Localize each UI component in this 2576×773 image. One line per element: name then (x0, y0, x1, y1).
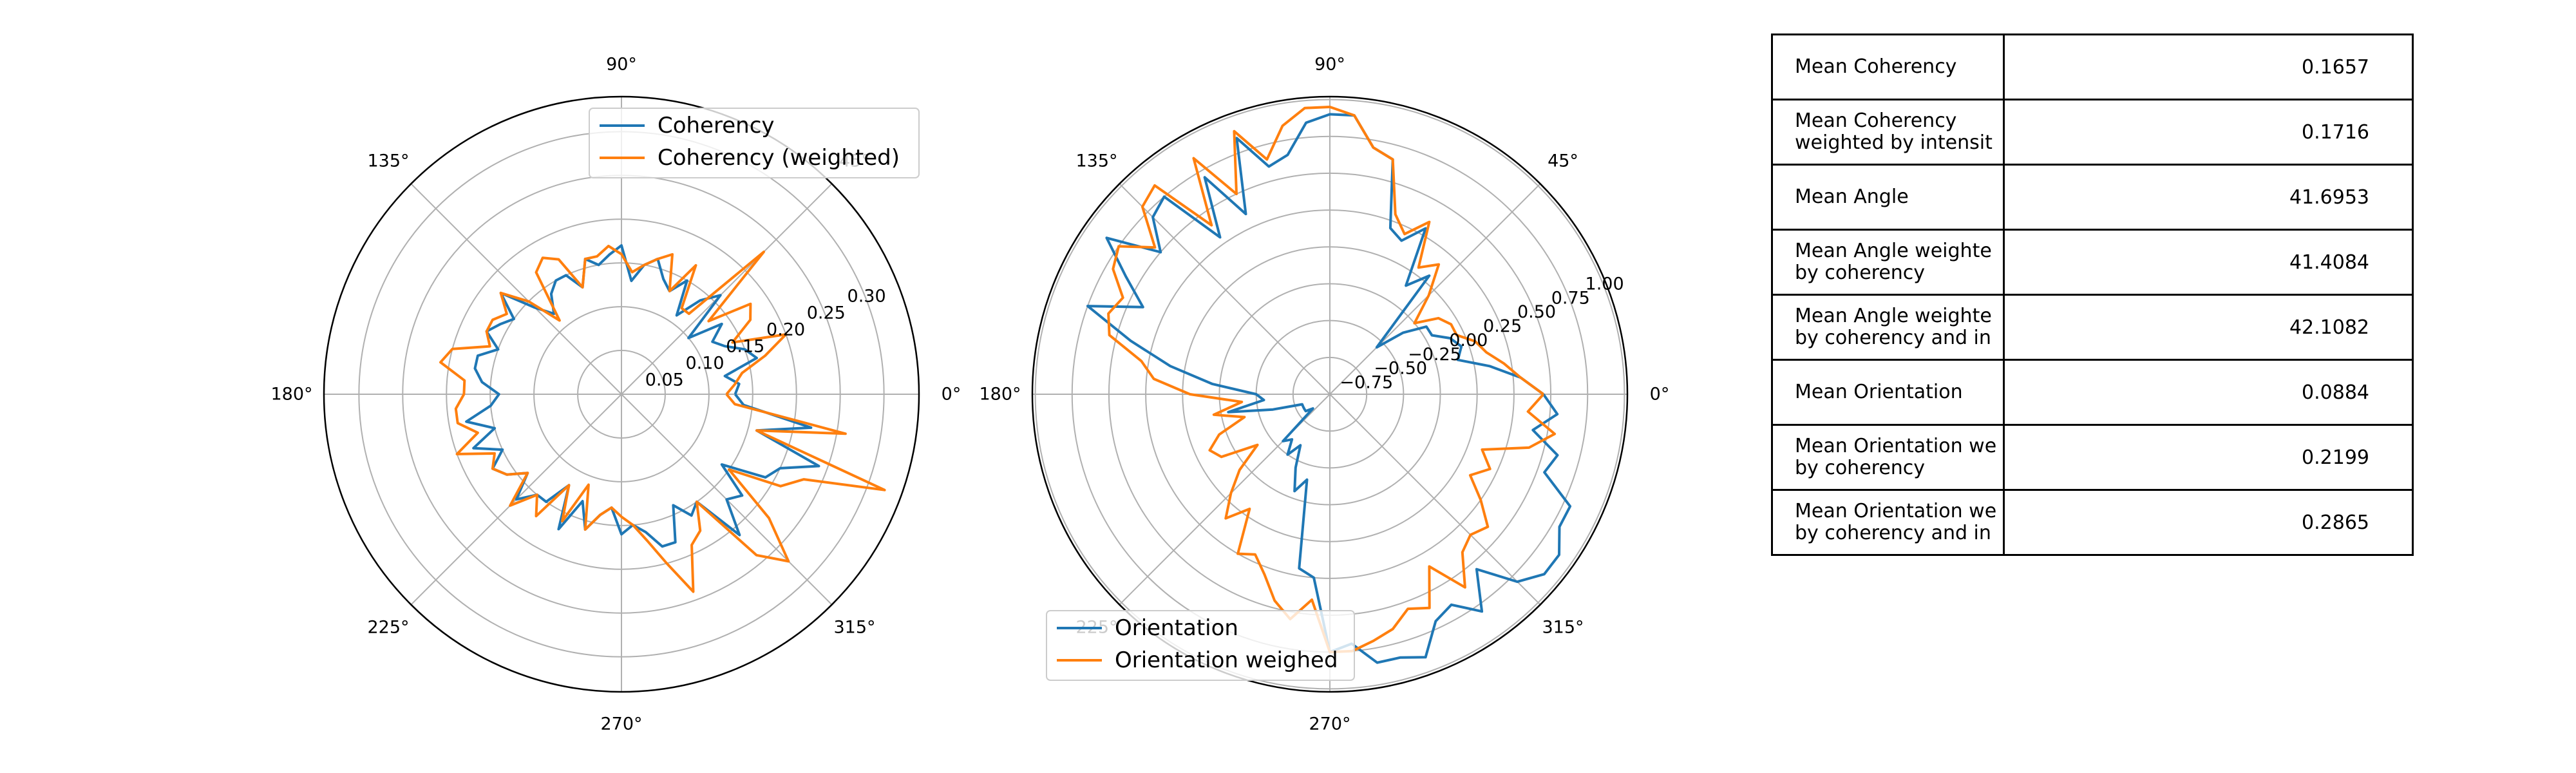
stats-label: Mean Angle weighte by coherency (1795, 240, 1992, 284)
stats-value: 0.1716 (2003, 99, 2414, 166)
polar-chart-coherency: 0°45°90°135°180°225°270°315°0.050.100.15… (270, 55, 961, 734)
radius-gridline (446, 218, 797, 570)
angle-tick-label: 45° (1548, 151, 1578, 171)
radius-tick-label: 0.20 (766, 320, 805, 340)
radius-gridline (1145, 209, 1515, 579)
stats-label: Mean Coherency (1795, 56, 1957, 78)
radius-tick-label: 0.25 (1483, 316, 1522, 336)
polar-frame (323, 95, 920, 693)
radius-tick-label: 0.25 (807, 303, 846, 323)
polar-chart-orientation: 0°45°90°135°180°225°270°315°−0.75−0.50−0… (979, 55, 1669, 734)
radius-gridline (533, 306, 710, 482)
angle-tick-label: 135° (367, 151, 409, 171)
stats-label: Mean Orientation we by coherency and in (1795, 501, 1997, 544)
angle-tick-label: 90° (606, 55, 637, 75)
stats-row: Mean Orientation 0.0884 (1771, 359, 2414, 426)
stats-label-cell: Mean Orientation we by coherency and in (1771, 489, 2005, 556)
radius-gridline (1182, 246, 1478, 542)
series-line (1107, 106, 1557, 654)
angle-tick-label: 225° (367, 618, 409, 638)
radius-gridline (1034, 99, 1625, 690)
radius-tick-label: 0.30 (848, 287, 886, 307)
series-line (465, 244, 820, 548)
stats-row: Mean Angle weighte by coherency 41.4084 (1771, 229, 2414, 296)
legend-box (1046, 610, 1355, 681)
angle-tick-label: 135° (1075, 151, 1117, 171)
angle-tick-label: 0° (942, 385, 961, 405)
legend-label: Coherency (weighted) (658, 145, 900, 171)
angle-tick-label: 180° (979, 385, 1021, 405)
legend: Coherency Coherency (weighted) (589, 108, 920, 178)
angle-tick-label: 315° (833, 618, 875, 638)
legend-label: Orientation (1115, 615, 1238, 641)
radius-tick-label: −0.75 (1340, 373, 1393, 393)
stats-row: Mean Orientation we by coherency 0.2199 (1771, 424, 2414, 491)
stats-value: 0.0884 (2003, 359, 2414, 426)
legend: Orientation Orientation weighed (1046, 610, 1355, 681)
radius-tick-label: −0.50 (1374, 359, 1427, 379)
stats-label-cell: Mean Angle weighte by coherency (1771, 229, 2005, 296)
angle-gridline (1119, 183, 1331, 395)
series-line (439, 244, 886, 593)
stats-value: 0.2199 (2003, 424, 2414, 491)
radius-tick-label: 0.00 (1449, 330, 1488, 350)
angle-tick-label: 180° (270, 385, 312, 405)
angle-gridline (621, 183, 833, 395)
radius-gridline (1218, 283, 1441, 506)
stats-label-cell: Mean Angle weighte by coherency and in (1771, 294, 2005, 361)
stats-value: 0.1657 (2003, 33, 2414, 100)
radius-tick-label: 0.05 (645, 370, 684, 390)
radius-gridline (489, 262, 753, 526)
legend-label: Orientation weighed (1115, 647, 1338, 673)
stats-label: Mean Angle (1795, 186, 1909, 208)
radius-tick-label: 0.75 (1551, 288, 1590, 308)
series-line (1086, 113, 1572, 664)
stats-value: 42.1082 (2003, 294, 2414, 361)
radius-tick-label: 1.00 (1586, 274, 1624, 294)
radius-tick-label: 0.50 (1517, 302, 1556, 322)
stats-label: Mean Coherency weighted by intensit (1795, 110, 1993, 154)
stats-label-cell: Mean Angle (1771, 164, 2005, 231)
angle-tick-label: 315° (1542, 618, 1584, 638)
stats-table: Mean Coherency 0.1657 Mean Coherency weigh… (1771, 33, 2414, 556)
stats-label-cell: Mean Coherency (1771, 33, 2005, 100)
polar-frame (1031, 95, 1629, 693)
radius-tick-label: 0.10 (685, 354, 724, 374)
stats-row: Mean Coherency 0.1657 (1771, 33, 2414, 100)
stats-label-cell: Mean Coherency weighted by intensit (1771, 99, 2005, 166)
stats-value: 41.4084 (2003, 229, 2414, 296)
angle-tick-label: 0° (1650, 385, 1670, 405)
stats-row: Mean Angle 41.6953 (1771, 164, 2414, 231)
stats-value: 0.2865 (2003, 489, 2414, 556)
stats-label: Mean Orientation we by coherency (1795, 435, 1997, 479)
angle-gridline (1329, 394, 1541, 606)
radius-tick-label: −0.25 (1408, 345, 1461, 365)
angle-tick-label: 270° (1309, 714, 1350, 734)
angle-gridline (1329, 183, 1541, 395)
stats-row: Mean Orientation we by coherency and in 0… (1771, 489, 2414, 556)
angle-tick-label: 90° (1314, 55, 1345, 75)
legend-box (589, 108, 920, 178)
stats-label: Mean Angle weighte by coherency and in (1795, 305, 1992, 349)
stats-row: Mean Coherency weighted by intensit 0.171… (1771, 99, 2414, 166)
radius-tick-label: 0.15 (726, 337, 764, 357)
stats-value: 41.6953 (2003, 164, 2414, 231)
radius-gridline (577, 350, 666, 439)
radius-gridline (1292, 356, 1368, 432)
stats-label-cell: Mean Orientation we by coherency (1771, 424, 2005, 491)
angle-tick-label: 270° (600, 714, 642, 734)
stats-label-cell: Mean Orientation (1771, 359, 2005, 426)
stats-row: Mean Angle weighte by coherency and in 42… (1771, 294, 2414, 361)
legend-label: Coherency (658, 113, 775, 138)
stats-label: Mean Orientation (1795, 381, 1963, 403)
angle-gridline (410, 183, 622, 395)
